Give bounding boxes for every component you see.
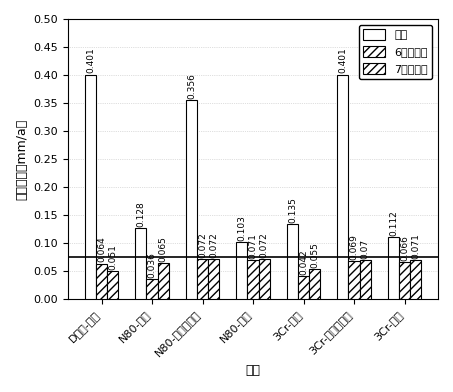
Text: 0.072: 0.072 — [260, 232, 269, 258]
Bar — [197, 259, 208, 299]
Text: 0.055: 0.055 — [310, 241, 319, 267]
Y-axis label: 腐蚀速率（mm/a）: 腐蚀速率（mm/a） — [15, 119, 28, 200]
Bar — [107, 271, 118, 299]
Text: 0.036: 0.036 — [148, 252, 156, 278]
Bar — [236, 242, 247, 299]
Bar — [186, 100, 197, 299]
Text: 0.103: 0.103 — [237, 215, 246, 241]
Bar — [309, 269, 320, 299]
Bar — [410, 260, 421, 299]
Bar — [85, 74, 96, 299]
Text: 0.051: 0.051 — [108, 244, 117, 270]
Bar — [360, 260, 371, 299]
Text: 0.128: 0.128 — [136, 201, 145, 227]
Bar — [146, 279, 158, 299]
Text: 0.135: 0.135 — [288, 197, 297, 223]
Text: 0.064: 0.064 — [97, 237, 106, 263]
Bar — [247, 260, 259, 299]
Text: 0.069: 0.069 — [350, 234, 358, 260]
Text: 0.356: 0.356 — [187, 73, 196, 99]
Text: 0.401: 0.401 — [86, 48, 95, 73]
Bar — [348, 261, 360, 299]
Bar — [399, 263, 410, 299]
Bar — [96, 263, 107, 299]
Text: 0.042: 0.042 — [299, 249, 308, 275]
X-axis label: 相态: 相态 — [246, 364, 260, 377]
Text: 0.112: 0.112 — [389, 210, 398, 236]
Bar — [259, 259, 270, 299]
Text: 0.071: 0.071 — [411, 233, 420, 259]
Legend: 空白, 6号缓蚀剂, 7号缓蚀剂: 空白, 6号缓蚀剂, 7号缓蚀剂 — [359, 25, 433, 79]
Bar — [337, 74, 348, 299]
Bar — [287, 224, 298, 299]
Bar — [388, 237, 399, 299]
Bar — [208, 259, 219, 299]
Text: 0.071: 0.071 — [249, 233, 257, 259]
Text: 0.065: 0.065 — [159, 236, 168, 262]
Text: 0.072: 0.072 — [198, 232, 207, 258]
Text: 0.072: 0.072 — [209, 232, 218, 258]
Bar — [135, 228, 146, 299]
Bar — [298, 276, 309, 299]
Text: 0.066: 0.066 — [400, 236, 409, 261]
Text: 0.401: 0.401 — [338, 48, 347, 73]
Text: 0.07: 0.07 — [361, 239, 370, 259]
Bar — [158, 263, 169, 299]
